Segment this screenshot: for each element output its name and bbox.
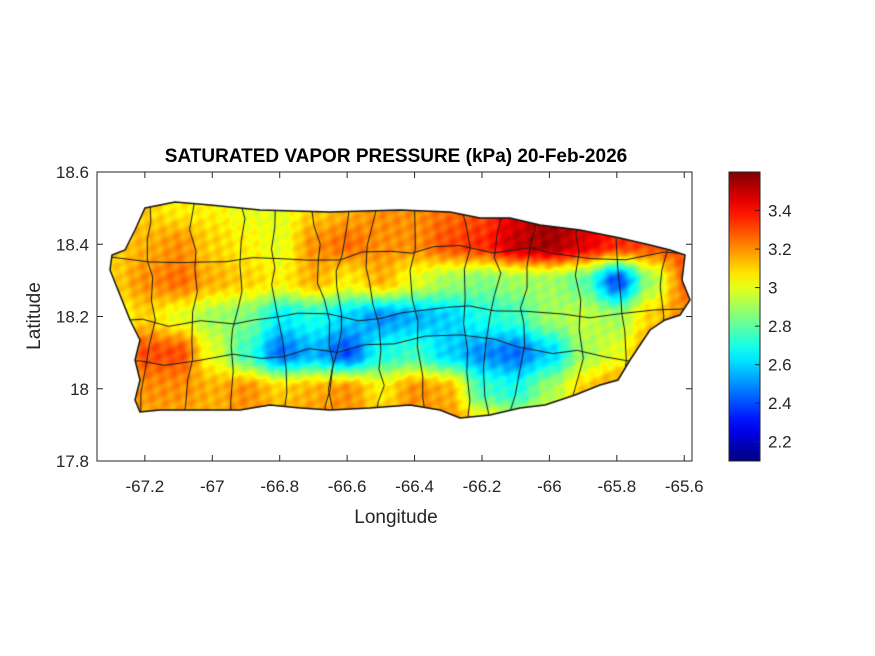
- colorbar-tick-label: 2.4: [768, 394, 792, 413]
- colorbar-tick-label: 3.4: [768, 202, 792, 221]
- x-tick-label: -66.2: [463, 477, 502, 496]
- y-tick-label: 18: [70, 380, 89, 399]
- y-tick-label: 18.2: [56, 308, 89, 327]
- colorbar: [728, 171, 761, 462]
- y-tick-label: 18.4: [56, 235, 89, 254]
- colorbar-tick-label: 3.2: [768, 240, 792, 259]
- x-ticks: -67.2 -67 -66.8 -66.6 -66.4 -66.2 -66 -65.8 -65.…: [125, 172, 704, 496]
- x-tick-label: -65.8: [597, 477, 636, 496]
- y-tick-label: 17.8: [56, 452, 89, 471]
- colorbar-tick-label: 2.6: [768, 356, 792, 375]
- colorbar-ticks: 2.2 2.4 2.6 2.8 3 3.2 3.4: [755, 202, 792, 452]
- x-axis-label: Longitude: [354, 507, 437, 528]
- x-tick-label: -65.6: [665, 477, 704, 496]
- y-ticks: 17.8 18 18.2 18.4 18.6: [56, 163, 692, 471]
- y-axis-label: Latitude: [24, 282, 45, 350]
- y-tick-label: 18.6: [56, 163, 89, 182]
- x-tick-label: -66.8: [260, 477, 299, 496]
- chart-title: SATURATED VAPOR PRESSURE (kPa) 20-Feb-20…: [165, 146, 627, 167]
- x-tick-label: -66.6: [328, 477, 367, 496]
- x-tick-label: -66.4: [395, 477, 434, 496]
- axes-box: [96, 171, 693, 462]
- colorbar-tick-label: 2.8: [768, 317, 792, 336]
- x-tick-label: -66: [537, 477, 562, 496]
- colorbar-tick-label: 2.2: [768, 433, 792, 452]
- x-tick-label: -67.2: [125, 477, 164, 496]
- colorbar-tick-label: 3: [768, 279, 777, 298]
- x-tick-label: -67: [200, 477, 225, 496]
